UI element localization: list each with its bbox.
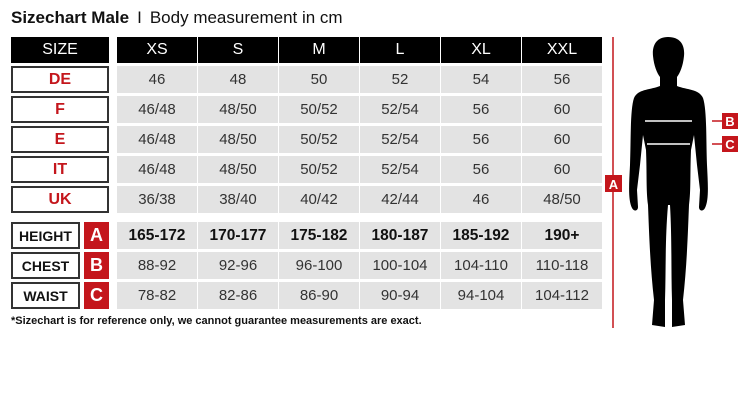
table-cell: 56 [441, 96, 521, 123]
silhouette [629, 37, 708, 327]
size-column-header: XXL [522, 37, 602, 63]
table-cell: 52/54 [360, 126, 440, 153]
measurement-label: WAIST [11, 282, 80, 309]
table-cell: 46/48 [117, 96, 197, 123]
marker-b: B [725, 114, 734, 129]
table-cell: 48 [198, 66, 278, 93]
table-cell: 56 [441, 126, 521, 153]
table-cell: 190+ [522, 222, 602, 249]
table-cell: 86-90 [279, 282, 359, 309]
table-cell: 48/50 [198, 96, 278, 123]
table-cell: 46/48 [117, 156, 197, 183]
region-label: IT [11, 156, 109, 183]
table-cell: 104-110 [441, 252, 521, 279]
table-cell: 48/50 [522, 186, 602, 213]
table-cell: 46 [441, 186, 521, 213]
marker-c: C [725, 137, 735, 152]
region-label: E [11, 126, 109, 153]
table-cell: 60 [522, 156, 602, 183]
table-cell: 48/50 [198, 126, 278, 153]
measurement-label: HEIGHT [11, 222, 80, 249]
table-cell: 60 [522, 96, 602, 123]
table-cell: 88-92 [117, 252, 197, 279]
table-cell: 92-96 [198, 252, 278, 279]
table-cell: 48/50 [198, 156, 278, 183]
measurement-letter: B [84, 252, 109, 279]
footnote: *Sizechart is for reference only, we can… [11, 315, 422, 327]
table-cell: 52 [360, 66, 440, 93]
table-cell: 82-86 [198, 282, 278, 309]
table-cell: 90-94 [360, 282, 440, 309]
table-cell: 40/42 [279, 186, 359, 213]
table-cell: 96-100 [279, 252, 359, 279]
table-cell: 42/44 [360, 186, 440, 213]
size-header: SIZE [11, 37, 109, 63]
size-column-header: XL [441, 37, 521, 63]
table-cell: 100-104 [360, 252, 440, 279]
table-cell: 185-192 [441, 222, 521, 249]
table-cell: 46 [117, 66, 197, 93]
table-cell: 50/52 [279, 96, 359, 123]
region-label: DE [11, 66, 109, 93]
table-cell: 52/54 [360, 96, 440, 123]
page-title: Sizechart Male I Body measurement in cm [11, 8, 343, 27]
size-column-header: S [198, 37, 278, 63]
table-cell: 50 [279, 66, 359, 93]
table-cell: 60 [522, 126, 602, 153]
table-cell: 56 [441, 156, 521, 183]
table-cell: 180-187 [360, 222, 440, 249]
table-cell: 56 [522, 66, 602, 93]
measurement-letter: C [84, 282, 109, 309]
marker-a: A [609, 177, 619, 192]
region-label: UK [11, 186, 109, 213]
table-cell: 78-82 [117, 282, 197, 309]
table-cell: 46/48 [117, 126, 197, 153]
table-cell: 170-177 [198, 222, 278, 249]
table-cell: 165-172 [117, 222, 197, 249]
measurement-label: CHEST [11, 252, 80, 279]
measurement-letter: A [84, 222, 109, 249]
table-cell: 94-104 [441, 282, 521, 309]
table-cell: 38/40 [198, 186, 278, 213]
size-column-header: M [279, 37, 359, 63]
table-cell: 54 [441, 66, 521, 93]
region-label: F [11, 96, 109, 123]
table-cell: 36/38 [117, 186, 197, 213]
table-cell: 175-182 [279, 222, 359, 249]
size-column-header: L [360, 37, 440, 63]
table-cell: 110-118 [522, 252, 602, 279]
table-cell: 52/54 [360, 156, 440, 183]
table-cell: 50/52 [279, 156, 359, 183]
size-column-header: XS [117, 37, 197, 63]
table-cell: 104-112 [522, 282, 602, 309]
table-cell: 50/52 [279, 126, 359, 153]
